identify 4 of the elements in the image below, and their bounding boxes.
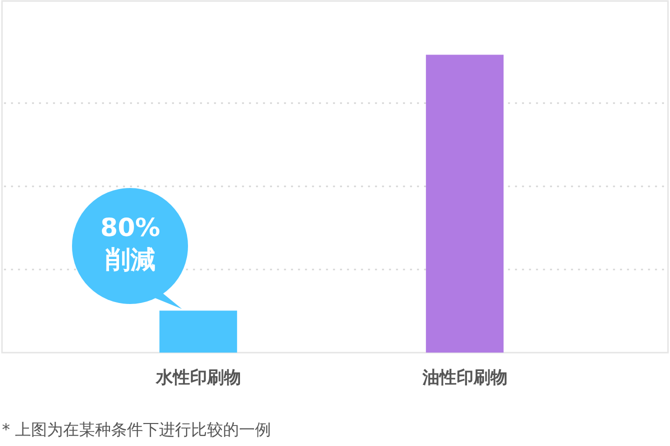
x-tick-label: 水性印刷物 [154,368,241,388]
x-tick-label: 油性印刷物 [421,368,508,388]
annotation: 80%削減 [99,212,162,276]
text: * 上图为在某种条件下进行比较的一例 [2,420,272,441]
